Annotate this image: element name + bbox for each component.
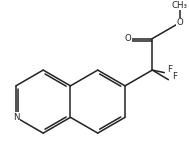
Text: N: N: [13, 113, 19, 122]
Text: F: F: [172, 72, 177, 81]
Text: O: O: [176, 18, 183, 27]
Text: CH₃: CH₃: [172, 1, 188, 10]
Text: O: O: [124, 34, 131, 43]
Text: F: F: [167, 65, 173, 74]
